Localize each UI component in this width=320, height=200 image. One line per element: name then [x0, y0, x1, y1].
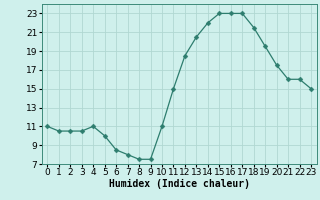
X-axis label: Humidex (Indice chaleur): Humidex (Indice chaleur)	[109, 179, 250, 189]
